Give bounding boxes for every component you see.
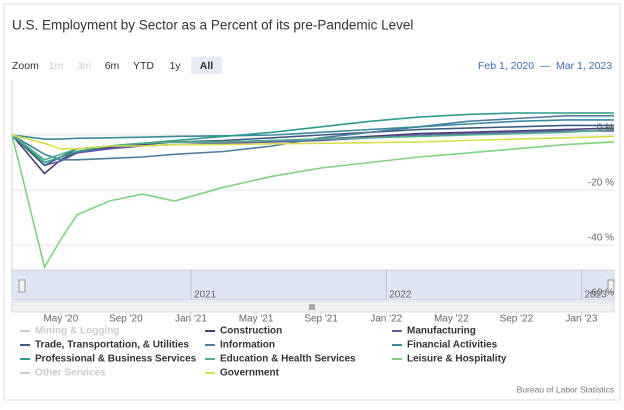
navigator-label: 2023 [584,290,607,301]
zoom-button-bg [191,57,222,74]
legend-item[interactable]: Financial Activities [407,340,498,351]
range-sep: — [540,60,551,72]
series-line [11,134,615,150]
legend-item[interactable]: Leisure & Hospitality [407,354,507,365]
range-end[interactable]: Mar 1, 2023 [556,60,612,72]
navigator-label: 2022 [389,290,412,301]
x-tick-label: Sep '22 [500,314,534,325]
x-tick-label: May '20 [43,314,78,325]
x-tick-label: Jan '22 [370,314,402,325]
x-tick-label: Jan '23 [565,314,597,325]
navigator[interactable] [11,269,615,301]
scrollbar[interactable] [11,301,615,313]
series-line [11,130,614,167]
zoom-button: 3m [77,60,92,72]
zoom-button: 1m [49,60,64,72]
y-tick-label: -60 % [588,288,614,299]
x-tick-label: Sep '21 [304,314,338,325]
legend-item[interactable]: Manufacturing [407,326,476,337]
series-line [11,128,615,161]
x-tick-label: May '21 [239,314,274,325]
legend-item[interactable]: Information [220,340,275,351]
legend-item[interactable]: Construction [220,326,282,337]
zoom-button[interactable]: 1y [169,60,181,72]
scrollbar-grip [309,304,315,310]
series-line [11,134,615,270]
x-tick-label: Jan '21 [175,314,207,325]
y-tick-label: -40 % [588,233,614,244]
legend-item[interactable]: Professional & Business Services [35,354,197,365]
legend-item[interactable]: Education & Health Services [220,354,356,365]
x-tick-label: Sep '20 [109,314,143,325]
x-tick-label: May '22 [434,314,469,325]
legend-item[interactable]: Mining & Logging [35,326,119,337]
legend-item[interactable]: Other Services [35,368,106,379]
series-line [11,115,614,161]
legend-item[interactable]: Trade, Transportation, & Utilities [35,340,189,351]
navigator-handle[interactable] [18,279,26,293]
legend-item[interactable]: Government [220,368,280,379]
zoom-label: Zoom [12,60,39,72]
navigator-handle[interactable] [607,279,615,293]
zoom-button[interactable]: All [200,60,214,72]
y-tick-label: -20 % [588,178,614,189]
y-tick-label: 0 % [597,123,614,134]
zoom-button[interactable]: YTD [133,60,154,72]
zoom-button[interactable]: 6m [105,60,120,72]
chart-title: U.S. Employment by Sector as a Percent o… [12,18,413,33]
series-line [11,124,614,167]
credits: Bureau of Labor Statistics [517,384,614,394]
series-line [11,112,614,164]
navigator-label: 2021 [194,290,217,301]
range-start[interactable]: Feb 1, 2020 [478,60,534,72]
series-line [11,119,614,140]
